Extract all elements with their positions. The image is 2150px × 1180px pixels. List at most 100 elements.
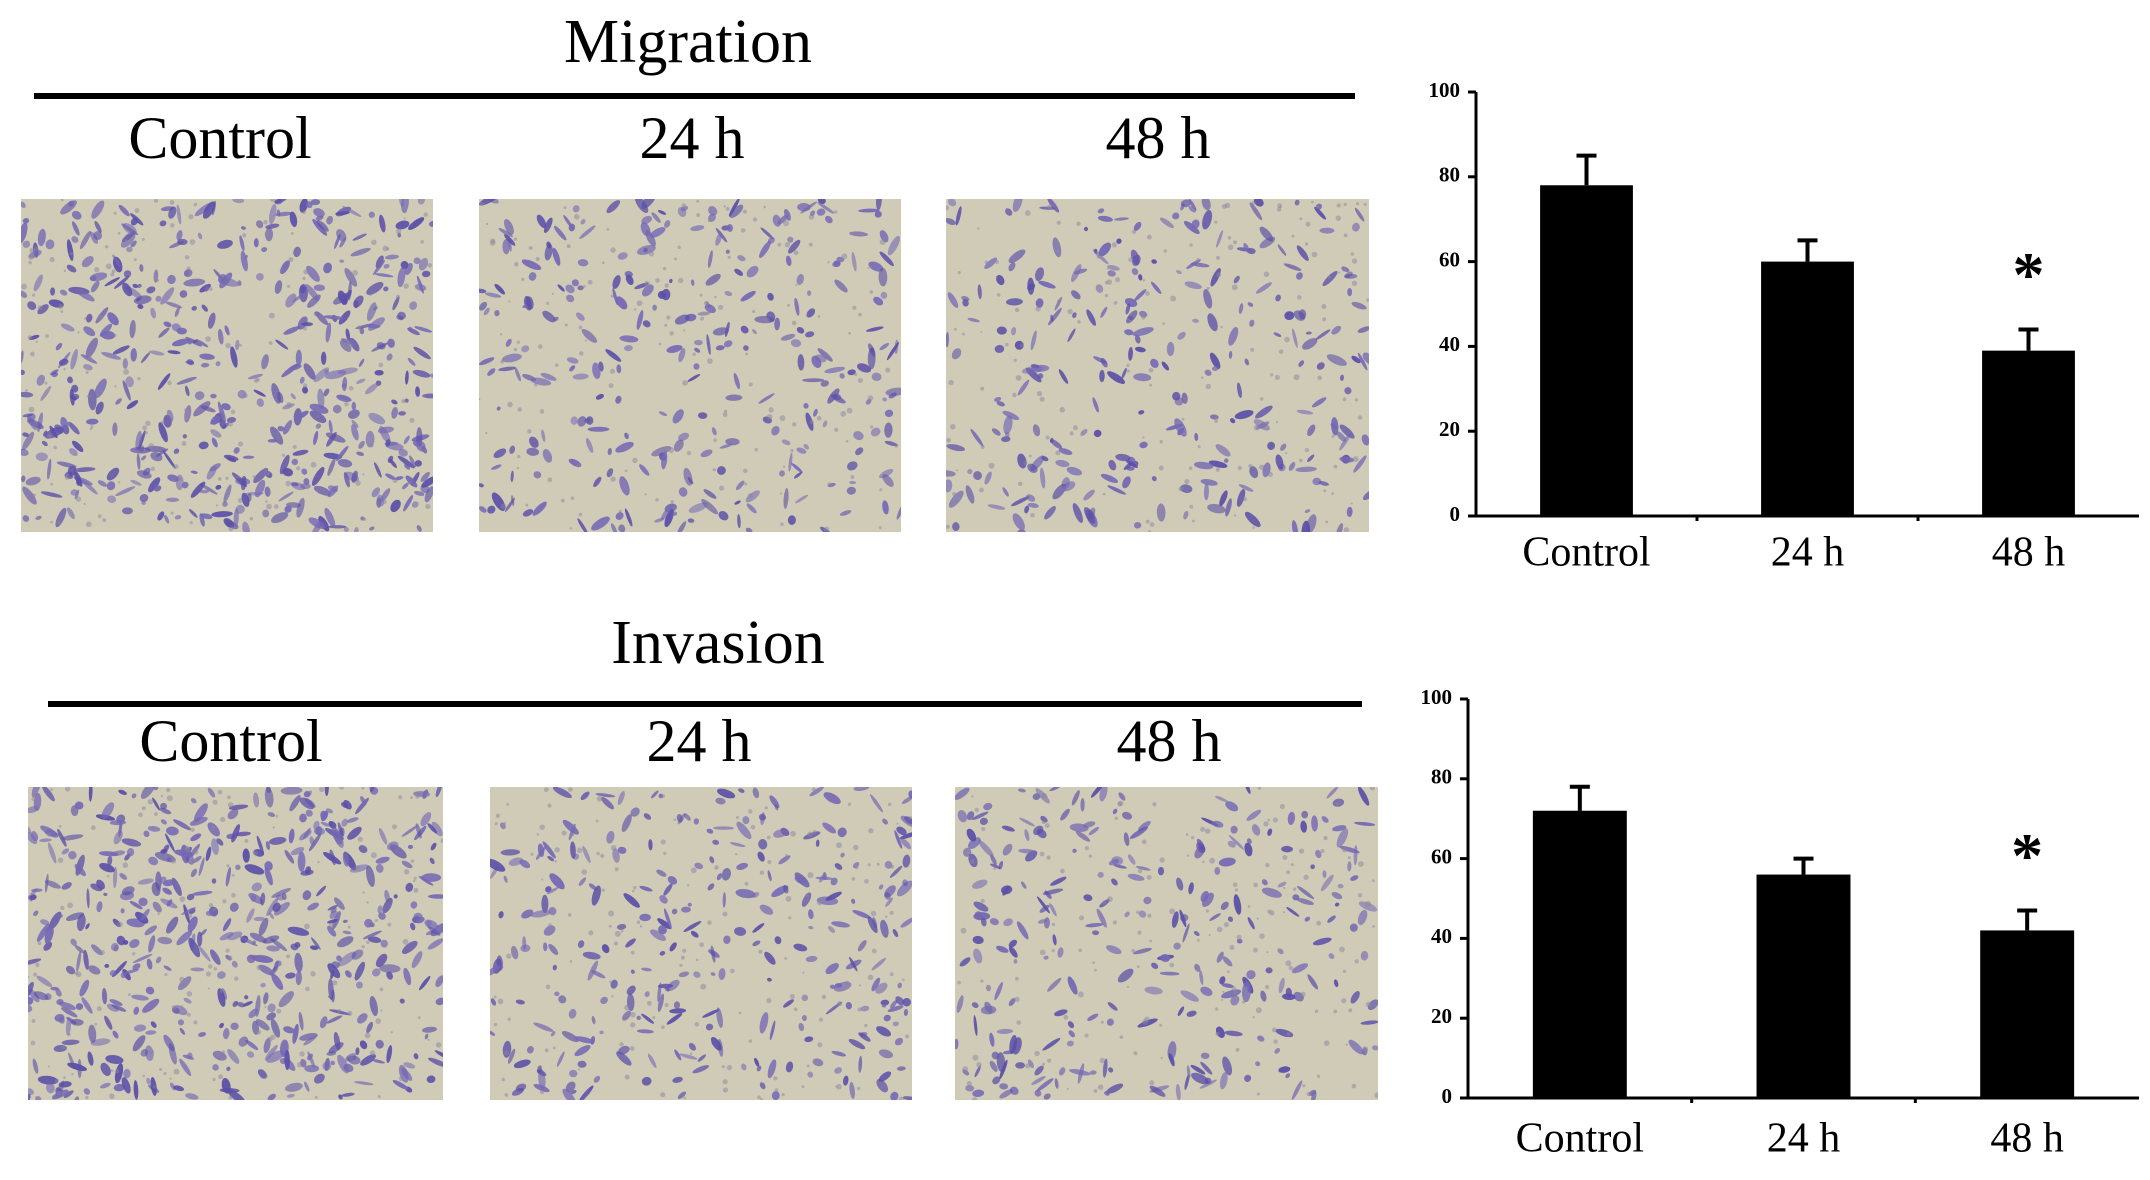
speck [1250, 347, 1255, 352]
speck [722, 1087, 729, 1093]
cell [479, 506, 487, 513]
cell [510, 945, 519, 960]
cell [232, 199, 245, 204]
speck [228, 526, 234, 532]
cell [21, 369, 25, 376]
cell [718, 510, 729, 521]
speck [398, 795, 403, 800]
speck [32, 493, 36, 497]
speck [544, 1048, 549, 1053]
speck [1333, 464, 1338, 469]
cell [884, 422, 893, 438]
speck [237, 497, 243, 504]
speck [957, 980, 961, 985]
cell [577, 518, 589, 532]
speck [661, 1025, 665, 1030]
speck [766, 414, 773, 420]
speck [889, 864, 895, 869]
cell [22, 432, 29, 437]
cell [1244, 1074, 1252, 1082]
cell [901, 838, 912, 850]
speck [723, 409, 728, 414]
cell [1261, 887, 1282, 898]
speck [1302, 1084, 1306, 1088]
cell [339, 259, 345, 263]
cell [410, 922, 416, 931]
cell [197, 944, 211, 962]
cell [331, 961, 340, 969]
speck [67, 902, 74, 909]
cell [308, 517, 326, 529]
speck [485, 222, 489, 226]
cell [131, 994, 149, 1001]
cell [788, 452, 793, 472]
x-tick-label: Control [1522, 530, 1650, 576]
speck [984, 260, 989, 265]
cell [314, 1073, 325, 1084]
speck [1342, 969, 1347, 974]
cell [36, 923, 50, 942]
cell [889, 865, 903, 878]
cell [196, 931, 203, 947]
cell [99, 1082, 111, 1089]
cell [95, 401, 104, 415]
speck [94, 267, 100, 273]
cell [1138, 820, 1151, 831]
cell [648, 839, 653, 851]
cell [147, 825, 161, 832]
cell [708, 213, 716, 222]
cell [577, 1060, 587, 1068]
cell [356, 378, 366, 384]
speck [1069, 431, 1074, 436]
cell [83, 949, 89, 970]
cell [490, 965, 501, 977]
speck [736, 816, 740, 820]
cell [550, 1031, 556, 1037]
cell [233, 447, 240, 454]
cell [36, 975, 53, 988]
cell [130, 240, 137, 248]
speck [1152, 802, 1157, 807]
speck [56, 1090, 62, 1096]
cell [239, 936, 258, 947]
cell [275, 339, 289, 350]
cell [1244, 511, 1261, 528]
cell [326, 215, 334, 225]
cell [376, 494, 385, 507]
cell [980, 917, 987, 927]
speck [808, 214, 815, 220]
cell [67, 1062, 88, 1072]
y-tick-label: 60 [1439, 247, 1460, 271]
cell [759, 1082, 766, 1090]
speck [173, 464, 179, 470]
speck [1253, 947, 1258, 953]
speck [380, 1009, 383, 1012]
cell [74, 801, 84, 810]
cell [957, 810, 968, 823]
cell [554, 991, 560, 997]
speck [412, 879, 416, 882]
cell [106, 481, 116, 491]
cell [137, 283, 142, 288]
micrograph [955, 787, 1378, 1100]
cell [165, 497, 180, 502]
cell [1228, 326, 1239, 346]
speck [1265, 984, 1270, 990]
cell [1049, 787, 1062, 792]
cell [871, 957, 887, 971]
cell [1247, 302, 1254, 307]
speck [1233, 240, 1237, 245]
cell [166, 916, 179, 934]
cell [722, 892, 726, 908]
cell [91, 200, 105, 219]
cell [791, 463, 803, 473]
cell [586, 416, 594, 425]
cell [339, 340, 352, 352]
cell [107, 495, 117, 504]
cell [1357, 787, 1370, 806]
cell [33, 991, 49, 1001]
cell [1230, 995, 1240, 1006]
cell [951, 348, 962, 360]
cell [295, 970, 302, 986]
cell [706, 334, 711, 355]
